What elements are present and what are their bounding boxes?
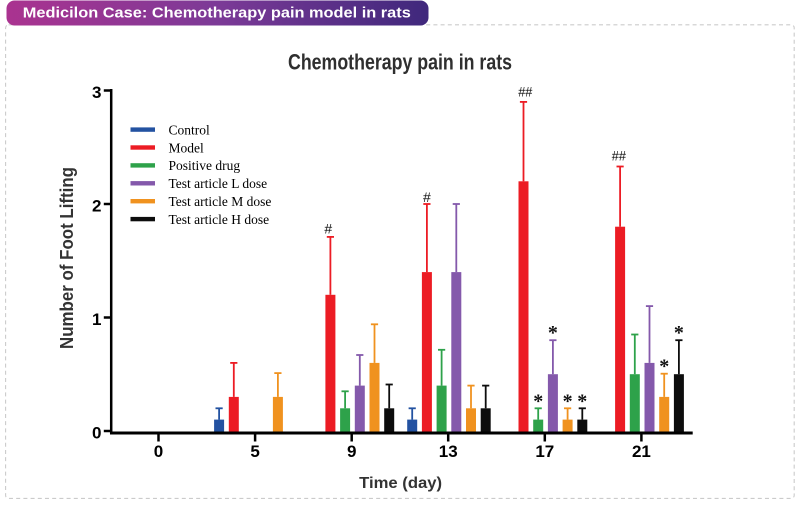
svg-text:Model: Model [169, 140, 204, 155]
svg-text:5: 5 [250, 442, 259, 461]
svg-text:0: 0 [154, 442, 163, 461]
svg-text:Test article L dose: Test article L dose [169, 176, 268, 191]
svg-text:##: ## [518, 83, 532, 99]
svg-text:*: * [533, 390, 543, 412]
svg-text:*: * [548, 322, 558, 344]
svg-text:##: ## [612, 148, 626, 164]
svg-text:#: # [324, 221, 332, 237]
svg-text:Number of Foot Lifting: Number of Foot Lifting [56, 167, 77, 349]
svg-text:1: 1 [92, 310, 101, 329]
svg-text:Test article M dose: Test article M dose [169, 194, 272, 209]
svg-text:#: # [423, 189, 431, 205]
svg-text:*: * [674, 322, 684, 344]
svg-text:Time (day): Time (day) [359, 475, 442, 492]
svg-text:21: 21 [632, 442, 651, 461]
svg-text:*: * [577, 390, 587, 412]
svg-text:Control: Control [169, 122, 211, 137]
svg-text:Positive drug: Positive drug [169, 158, 241, 173]
svg-text:Chemotherapy pain in rats: Chemotherapy pain in rats [288, 49, 512, 74]
svg-text:Medicilon Case: Chemotherapy p: Medicilon Case: Chemotherapy pain model … [23, 5, 411, 21]
svg-text:0: 0 [92, 424, 101, 443]
svg-text:*: * [659, 356, 669, 378]
svg-text:*: * [563, 390, 573, 412]
svg-text:2: 2 [92, 197, 101, 216]
svg-text:3: 3 [92, 83, 101, 102]
svg-text:9: 9 [347, 442, 356, 461]
svg-text:Test article H dose: Test article H dose [169, 212, 270, 227]
svg-text:17: 17 [535, 442, 554, 461]
svg-text:13: 13 [439, 442, 458, 461]
